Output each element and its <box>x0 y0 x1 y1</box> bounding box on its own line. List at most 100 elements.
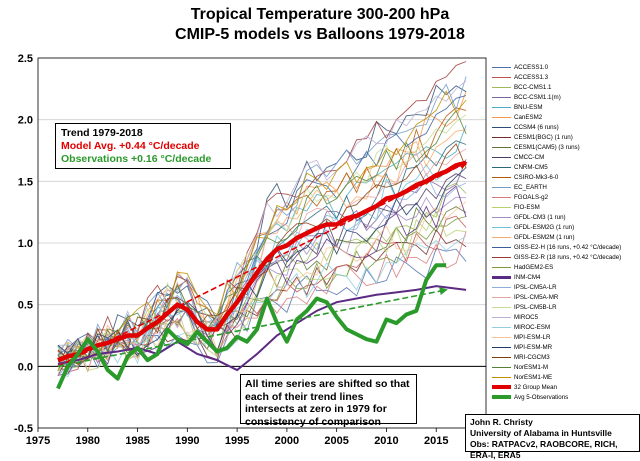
legend-entry: CMCC-CM <box>492 152 640 162</box>
legend-swatch <box>492 306 511 308</box>
legend-entry: CESM1(CAM5) (3 runs) <box>492 142 640 152</box>
legend-label: HadGEM2-ES <box>514 263 554 271</box>
legend-swatch <box>492 376 511 378</box>
model-line <box>57 91 467 368</box>
y-tick-label: 1.5 <box>18 176 33 188</box>
legend-entry: GFDL-ESM2M (1 run) <box>492 232 640 242</box>
legend-label: MRI-CGCM3 <box>514 353 550 361</box>
credit-obs: Obs: RATPACv2, RAOBCORE, RICH, ERA-I, ER… <box>470 439 618 460</box>
y-tick-label: 2.0 <box>18 115 33 127</box>
legend-label: EC_EARTH <box>514 183 547 191</box>
legend-label: BCC-CMS1.1 <box>514 83 552 91</box>
model-line <box>57 142 467 365</box>
legend-label: CSIRO-Mk3-6-0 <box>514 173 559 181</box>
legend-entry: CanESM2 <box>492 112 640 122</box>
legend-entry: IPSL-CM5B-LR <box>492 302 640 312</box>
legend-label: BCC-CSM1.1(m) <box>514 93 561 101</box>
x-tick-label: 1995 <box>225 435 249 447</box>
model-line <box>57 80 467 363</box>
legend-swatch <box>492 395 511 399</box>
legend-entry: HadGEM2-ES <box>492 262 640 272</box>
legend-entry: CSIRO-Mk3-6-0 <box>492 172 640 182</box>
legend-swatch <box>492 156 511 158</box>
legend-swatch <box>492 296 511 298</box>
legend-label: CCSM4 (6 runs) <box>514 123 559 131</box>
x-tick-label: 1980 <box>76 435 100 447</box>
trend-title: Trend 1979-2018 <box>61 127 143 139</box>
model-line <box>57 148 467 357</box>
legend-entry: IPSL-CM5A-LR <box>492 282 640 292</box>
shift-note-box: All time series are shifted so that each… <box>240 374 417 428</box>
legend-swatch <box>492 236 511 238</box>
legend-label: CanESM2 <box>514 113 543 121</box>
legend-entry: MRI-CGCM3 <box>492 352 640 362</box>
y-tick-label: 1.0 <box>18 238 33 250</box>
legend: ACCESS1.0 ACCESS1.3 BCC-CMS1.1 BCC-CSM1.1(m… <box>492 62 640 402</box>
plot-frame <box>37 57 487 429</box>
legend-label: GISS-E2-H (16 runs, +0.42 °C/decade) <box>514 243 622 251</box>
model-line <box>57 90 467 372</box>
legend-swatch <box>492 356 511 358</box>
legend-entry: CESM1(BGC) (1 run) <box>492 132 640 142</box>
legend-entry: Avg 5-Observations <box>492 392 640 402</box>
legend-entry: GFDL-ESM2G (1 run) <box>492 222 640 232</box>
legend-swatch <box>492 336 511 338</box>
legend-entry: ACCESS1.0 <box>492 62 640 72</box>
x-tick-label: 1975 <box>26 435 50 447</box>
legend-entry: MIROC-ESM <box>492 322 640 332</box>
legend-entry: GISS-E2-H (16 runs, +0.42 °C/decade) <box>492 242 640 252</box>
legend-label: MPI-ESM-LR <box>514 333 551 341</box>
legend-swatch <box>492 196 511 198</box>
legend-entry: NorESM1-M <box>492 362 640 372</box>
legend-label: ACCESS1.3 <box>514 73 549 81</box>
credit-box: John R. Christy University of Alabama in… <box>465 414 640 460</box>
legend-swatch <box>492 106 511 108</box>
legend-swatch <box>492 256 511 258</box>
shift-note-text: All time series are shifted so that each… <box>245 378 410 428</box>
legend-swatch <box>492 385 511 389</box>
legend-entry: NorESM1-ME <box>492 372 640 382</box>
legend-label: INM-CM4 <box>514 273 541 281</box>
legend-swatch <box>492 206 511 208</box>
legend-entry: IPSL-CM5A-MR <box>492 292 640 302</box>
x-tick-label: 2000 <box>275 435 299 447</box>
legend-entry: INM-CM4 <box>492 272 640 282</box>
legend-entry: CNRM-CM5 <box>492 162 640 172</box>
x-tick-label: 1990 <box>175 435 199 447</box>
legend-label: CNRM-CM5 <box>514 163 548 171</box>
legend-label: MIROC-ESM <box>514 323 551 331</box>
legend-label: BNU-ESM <box>514 103 543 111</box>
chart-subtitle: CMIP-5 models vs Balloons 1979-2018 <box>175 26 465 43</box>
inm-cm4-line <box>57 285 467 372</box>
observations-line <box>56 263 447 390</box>
trend-line <box>57 287 448 368</box>
legend-swatch <box>492 186 511 188</box>
legend-entry: ACCESS1.3 <box>492 72 640 82</box>
legend-label: IPSL-CM5A-MR <box>514 293 559 301</box>
legend-entry: GFDL-CM3 (1 run) <box>492 212 640 222</box>
legend-swatch <box>492 176 511 178</box>
legend-swatch <box>492 316 511 318</box>
legend-label: FGOALS-g2 <box>514 193 549 201</box>
legend-swatch <box>492 126 511 128</box>
legend-swatch <box>492 76 511 78</box>
trend-model-text: Model Avg. +0.44 °C/decade <box>61 140 200 152</box>
highlight-series <box>56 160 468 390</box>
model-line <box>57 84 467 367</box>
legend-swatch <box>492 226 511 228</box>
legend-label: GFDL-CM3 (1 run) <box>514 213 566 221</box>
legend-entry: MIROC5 <box>492 312 640 322</box>
x-tick-label: 2015 <box>424 435 448 447</box>
legend-label: GFDL-ESM2M (1 run) <box>514 233 575 241</box>
model-line <box>57 109 467 366</box>
legend-swatch <box>492 346 511 348</box>
legend-swatch <box>492 275 511 279</box>
y-tick-label: -0.5 <box>14 423 33 435</box>
trend-obs-text: Observations +0.16 °C/decade <box>61 153 212 165</box>
legend-swatch <box>492 286 511 288</box>
trend-annotation-box: Trend 1979-2018 Model Avg. +0.44 °C/deca… <box>55 123 231 169</box>
legend-swatch <box>492 326 511 328</box>
legend-label: MIROC5 <box>514 313 539 321</box>
legend-entry: EC_EARTH <box>492 182 640 192</box>
